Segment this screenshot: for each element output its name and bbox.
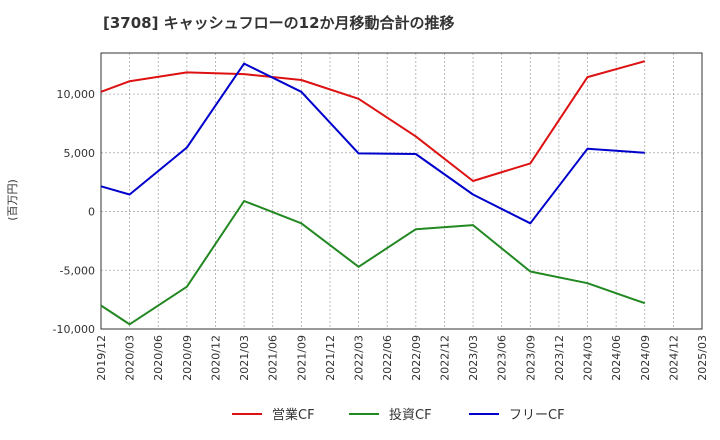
x-tick-label: 2020/09 [181,335,194,381]
legend-label: フリーCF [509,408,565,423]
x-tick-label: 2023/06 [496,335,509,381]
y-tick-label: -10,000 [53,323,95,336]
x-tick-label: 2022/12 [438,335,451,381]
series-layer [100,60,646,326]
legend-label: 投資CF [389,407,432,423]
x-tick-label: 2020/06 [152,335,165,381]
legend-label: 営業CF [272,407,315,423]
y-tick-label: 5,000 [64,147,96,160]
x-tick-label: 2024/09 [639,335,652,381]
x-tick-label: 2024/06 [610,335,623,381]
chart-title: [3708] キャッシュフローの12か月移動合計の推移 [103,14,455,32]
x-tick-label: 2022/03 [353,335,366,381]
x-tick-label: 2021/09 [295,335,308,381]
y-axis-ticks: 10,000 5,000 0 -5,000 -10,000 [53,88,95,336]
x-tick-label: 2021/12 [324,335,337,381]
x-tick-label: 2020/12 [209,335,222,381]
x-tick-label: 2025/03 [696,335,709,381]
x-tick-label: 2024/03 [582,335,595,381]
x-tick-label: 2019/12 [95,335,108,381]
grid-layer [101,53,702,330]
x-tick-label: 2022/06 [381,335,394,381]
x-tick-label: 2021/03 [238,335,251,381]
x-tick-label: 2023/12 [553,335,566,381]
x-tick-label: 2023/09 [524,335,537,381]
series-line-1 [100,60,646,182]
x-tick-label: 2022/09 [410,335,423,381]
x-axis-ticks: 2019/12 2020/03 2020/06 2020/09 2020/12 2021/… [95,335,709,381]
x-tick-label: 2024/12 [667,335,680,381]
y-tick-label: 10,000 [57,88,96,101]
series-line-2 [100,200,646,326]
plot-frame [100,52,703,330]
legend: 営業CF 投資CF フリーCF [232,407,565,423]
x-tick-label: 2021/06 [267,335,280,381]
y-tick-label: 0 [88,206,95,219]
x-tick-label: 2020/03 [124,335,137,381]
x-tick-label: 2023/03 [467,335,480,381]
y-axis-label: (百万円) [6,179,19,221]
y-tick-label: -5,000 [60,264,95,277]
series-line-3 [100,62,645,225]
